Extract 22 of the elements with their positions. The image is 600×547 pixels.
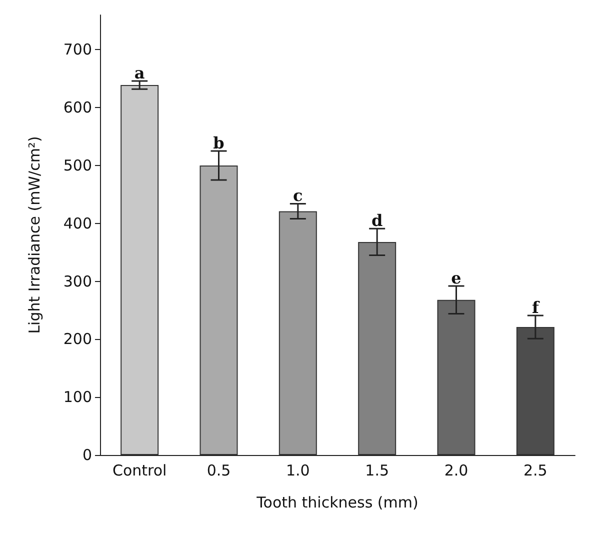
- x-tick-label: 1.5: [365, 462, 390, 480]
- x-tick-label: Control: [112, 462, 167, 480]
- x-axis-title: Tooth thickness (mm): [256, 494, 418, 512]
- annotation: b: [213, 134, 224, 153]
- y-axis-title: Light Irradiance (mW/cm²): [26, 136, 44, 334]
- y-tick-label: 500: [63, 156, 92, 175]
- x-tick-label: 2.5: [523, 462, 548, 480]
- y-tick-label: 0: [82, 446, 92, 464]
- annotation: a: [134, 64, 145, 82]
- annotation: d: [371, 211, 383, 230]
- annotation: c: [293, 186, 304, 206]
- y-tick-label: 200: [63, 330, 92, 348]
- y-tick-label: 300: [63, 272, 92, 290]
- y-tick-label: 400: [63, 214, 92, 232]
- y-tick-label: 700: [63, 40, 92, 59]
- x-tick-label: 0.5: [206, 462, 231, 480]
- y-tick-label: 600: [63, 98, 92, 117]
- x-tick-label: 1.0: [286, 462, 310, 480]
- y-tick-label: 100: [63, 388, 92, 406]
- annotation: f: [532, 298, 540, 317]
- x-tick-label: 2.0: [444, 462, 468, 480]
- annotation: e: [451, 268, 462, 288]
